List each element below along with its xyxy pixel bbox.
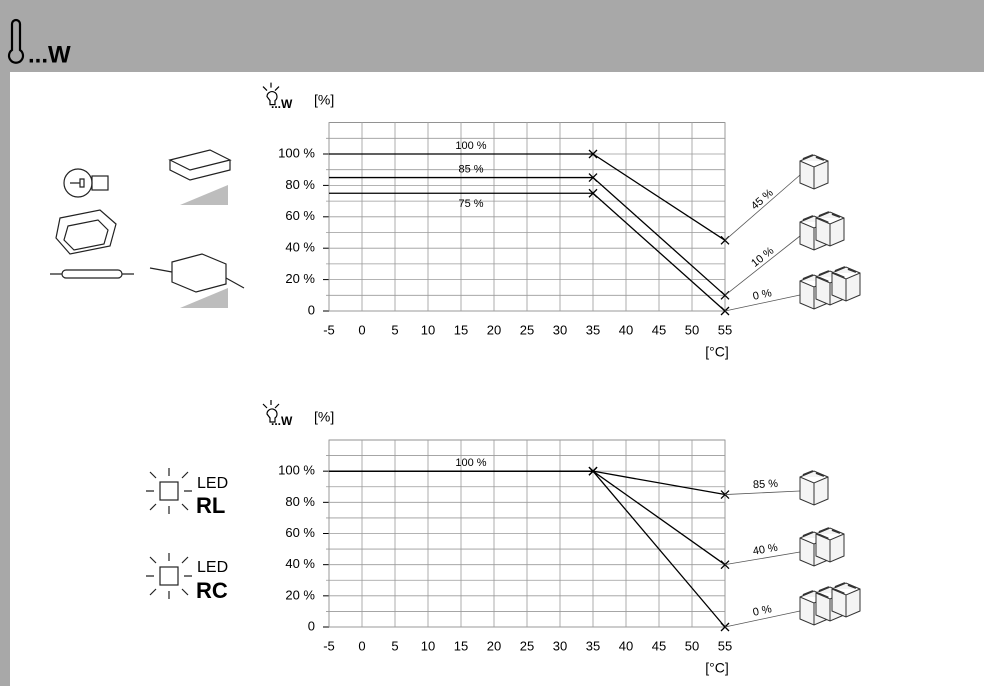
y-tick-label: 0 xyxy=(308,618,315,633)
led-label: LED xyxy=(197,475,228,492)
dimming-ramp xyxy=(180,185,228,205)
value-label: 85 % xyxy=(753,478,779,491)
x-tick-label: -5 xyxy=(323,322,335,337)
leader-line xyxy=(724,174,801,241)
x-tick-label: 55 xyxy=(718,322,732,337)
y-axis-label-prefix: ...W xyxy=(271,97,293,111)
x-tick-label: 25 xyxy=(520,322,534,337)
x-tick-label: 30 xyxy=(553,322,567,337)
x-tick-label: 15 xyxy=(454,638,468,653)
actuator-module xyxy=(799,470,829,506)
x-tick-label: 20 xyxy=(487,638,501,653)
series-label: 100 % xyxy=(455,140,486,152)
actuator-terminals xyxy=(802,470,825,477)
x-tick-label: 40 xyxy=(619,638,633,653)
x-tick-label: 0 xyxy=(358,322,365,337)
point-marker xyxy=(720,560,730,570)
y-tick-label: 40 % xyxy=(285,556,315,571)
x-tick-label: -5 xyxy=(323,638,335,653)
lamp-symbol xyxy=(262,82,280,106)
y-tick-label: 60 % xyxy=(285,525,315,540)
header-title: ...W xyxy=(28,41,71,68)
actuator-module xyxy=(799,154,829,190)
x-tick-label: 10 xyxy=(421,638,435,653)
value-label: 40 % xyxy=(752,542,779,558)
thermometer-icon xyxy=(7,18,25,64)
value-label: 0 % xyxy=(752,603,773,619)
x-axis-label: [°C] xyxy=(705,344,729,360)
lamp-symbol xyxy=(262,400,280,423)
actuator-icon xyxy=(799,266,861,310)
y-tick-label: 40 % xyxy=(285,240,315,255)
actuator-icon xyxy=(799,582,861,626)
x-tick-label: 35 xyxy=(586,638,600,653)
header-bar xyxy=(0,0,984,72)
led-type: RC xyxy=(196,578,228,603)
x-tick-label: 30 xyxy=(553,638,567,653)
y-axis-label-prefix: ...W xyxy=(271,414,293,428)
x-tick-label: 50 xyxy=(685,322,699,337)
y-tick-label: 20 % xyxy=(285,587,315,602)
x-tick-label: 55 xyxy=(718,638,732,653)
actuator-terminals xyxy=(834,266,857,273)
leader-line xyxy=(724,551,801,566)
point-marker xyxy=(588,149,598,159)
x-tick-label: 25 xyxy=(520,638,534,653)
actuator-module xyxy=(815,527,845,563)
value-label: 10 % xyxy=(749,245,776,270)
x-tick-label: 45 xyxy=(652,322,666,337)
x-tick-label: 35 xyxy=(586,322,600,337)
actuator-terminals xyxy=(818,211,841,218)
actuator-icon xyxy=(799,527,845,567)
y-tick-label: 0 xyxy=(308,302,315,317)
y-axis-label: [%] xyxy=(314,91,334,107)
actuator-module xyxy=(831,266,861,302)
led-label: LED xyxy=(197,559,228,576)
side-bar xyxy=(0,72,10,686)
y-tick-label: 80 % xyxy=(285,177,315,192)
x-tick-label: 5 xyxy=(391,638,398,653)
point-marker xyxy=(588,173,598,183)
leader-line xyxy=(724,490,801,495)
value-label: 0 % xyxy=(752,287,773,303)
point-marker xyxy=(588,188,598,198)
led-type: RL xyxy=(196,493,225,518)
y-tick-label: 100 % xyxy=(278,145,315,160)
lamp-icons xyxy=(50,149,245,293)
actuator-module xyxy=(831,582,861,618)
leader-line xyxy=(724,235,801,296)
actuator-icon xyxy=(799,470,829,506)
point-marker xyxy=(588,466,598,476)
series-label: 100 % xyxy=(455,457,486,469)
actuator-module xyxy=(815,211,845,247)
led-icons xyxy=(146,468,192,599)
dimming-ramp xyxy=(180,288,228,308)
actuator-terminals xyxy=(802,154,825,161)
actuator-terminals xyxy=(818,527,841,534)
y-tick-label: 20 % xyxy=(285,271,315,286)
x-tick-label: 10 xyxy=(421,322,435,337)
x-axis-label: [°C] xyxy=(705,660,729,676)
actuator-terminals xyxy=(834,582,857,589)
x-tick-label: 20 xyxy=(487,322,501,337)
x-tick-label: 45 xyxy=(652,638,666,653)
y-tick-label: 60 % xyxy=(285,208,315,223)
actuator-icon xyxy=(799,211,845,251)
x-tick-label: 40 xyxy=(619,322,633,337)
y-tick-label: 80 % xyxy=(285,494,315,509)
x-tick-label: 15 xyxy=(454,322,468,337)
y-axis-label: [%] xyxy=(314,409,334,425)
series-label: 85 % xyxy=(458,163,483,175)
point-marker xyxy=(720,490,730,500)
leader-line xyxy=(724,294,801,312)
x-tick-label: 5 xyxy=(391,322,398,337)
x-tick-label: 0 xyxy=(358,638,365,653)
y-tick-label: 100 % xyxy=(278,463,315,478)
x-tick-label: 50 xyxy=(685,638,699,653)
actuator-icon xyxy=(799,154,829,190)
series-label: 75 % xyxy=(458,198,483,210)
leader-line xyxy=(724,610,801,628)
